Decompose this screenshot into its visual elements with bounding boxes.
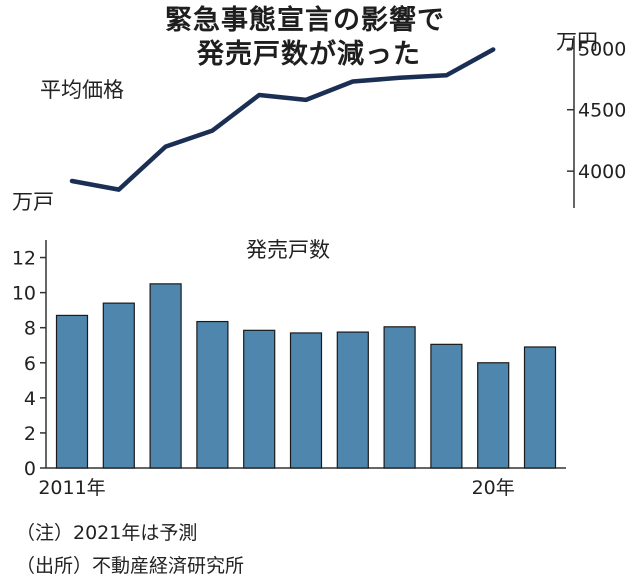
bar-2013 [149,283,182,469]
bar-2012 [102,302,135,469]
bar-2011 [55,314,89,469]
line-y-tick-label: 4500 [578,100,626,122]
bar-2016 [289,332,323,469]
right-unit-label: 万円 [556,30,598,54]
source-note: （出所）不動産経済研究所 [16,555,245,577]
average-price-point-9 [492,48,495,51]
average-price-point-0 [71,179,73,182]
bar-2020 [477,362,510,469]
average-price-line [69,47,496,192]
average-price-point-1 [117,188,120,191]
bar-series-label: 発売戸数 [246,238,330,262]
average-price-point-4 [258,93,261,96]
footnote: （注）2021年は予測 [16,522,198,544]
average-price-point-8 [445,74,448,77]
bar-y-tick-label: 2 [24,423,36,445]
average-price-point-7 [398,76,401,79]
bar-y-tick-label: 10 [12,283,36,305]
left-unit-label: 万戸 [12,190,54,214]
bar-2014 [196,320,229,469]
bar-2019 [430,343,463,469]
line-y-tick-label: 4000 [578,161,626,183]
chart-title-line-1: 緊急事態宣言の影響で [165,5,445,36]
bar-2018 [383,326,416,469]
bar-y-tick-label: 0 [24,458,36,480]
bar-y-tick-label: 12 [12,248,36,270]
bar-x-tick-label: 20年 [472,477,515,499]
line-series-label: 平均価格 [40,78,124,102]
average-price-point-5 [305,98,307,101]
line-y-tick-label: 5000 [578,38,626,60]
average-price-point-2 [164,145,167,148]
average-price-point-6 [351,80,354,83]
bar-y-tick-label: 8 [24,318,36,340]
bar-y-tick-label: 4 [24,388,36,410]
average-price-point-3 [211,129,214,132]
bar-2017 [336,331,369,469]
bar-2021 [523,346,557,469]
bar-y-tick-label: 6 [24,353,36,375]
bar-2015 [243,329,276,469]
chart-title-line-2: 発売戸数が減った [197,39,421,70]
bar-x-tick-label: 2011年 [38,477,105,499]
